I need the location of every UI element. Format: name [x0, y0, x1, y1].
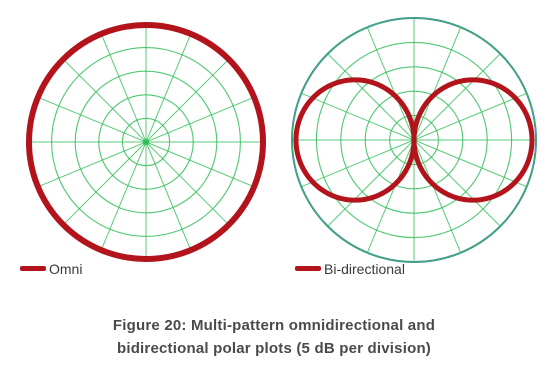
bidirectional-grid-spoke [366, 139, 415, 253]
omni-polar-plot: Omni [20, 22, 266, 277]
bidirectional-grid-spoke [366, 27, 415, 141]
omni-grid-spoke [62, 58, 147, 143]
bidirectional-grid-spoke [301, 139, 415, 188]
omni-grid-spoke [100, 141, 147, 252]
omni-grid-center [143, 139, 149, 145]
bidirectional-legend-swatch [295, 266, 321, 271]
figure-caption-line-2: bidirectional polar plots (5 dB per divi… [116, 340, 432, 357]
omni-legend-swatch [20, 266, 46, 271]
bidirectional-grid-spoke [413, 139, 462, 253]
omni-grid-spoke [36, 141, 147, 188]
bidirectional-grid-spoke [327, 139, 415, 227]
bidirectional-grid-spoke [413, 27, 462, 141]
bidirectional-grid-spoke [413, 139, 501, 227]
bidirectional-pattern-trace [293, 77, 535, 203]
bidirectional-grid-spoke [413, 92, 527, 141]
polar-plots: Omni Bi-directional [20, 17, 537, 277]
bidirectional-grid-spoke [413, 139, 527, 188]
bidirectional-grid-spoke [301, 92, 415, 141]
omni-grid-spoke [145, 58, 230, 143]
omni-grid-spoke [145, 96, 256, 143]
figure-caption-line-1: Figure 20: Multi-pattern omnidirectional… [112, 317, 436, 334]
omni-legend: Omni [20, 261, 82, 277]
bidirectional-legend-label: Bi-directional [324, 261, 405, 277]
bidirectional-grid-spoke [327, 53, 415, 141]
omni-legend-label: Omni [49, 261, 82, 277]
bidirectional-polar-grid [291, 17, 537, 263]
omni-pattern-trace [26, 22, 266, 262]
bidirectional-grid-spoke [413, 53, 501, 141]
omni-grid-spoke [145, 32, 192, 143]
omni-grid-spoke [145, 141, 230, 226]
bidirectional-legend: Bi-directional [295, 261, 405, 277]
omni-grid-spoke [145, 141, 256, 188]
bidirectional-polar-plot: Bi-directional [291, 17, 537, 277]
omni-grid-spoke [100, 32, 147, 143]
omni-grid-spoke [62, 141, 147, 226]
omni-grid-spoke [145, 141, 192, 252]
omni-grid-spoke [36, 96, 147, 143]
